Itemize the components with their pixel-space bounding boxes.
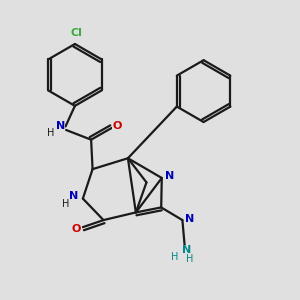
- Text: H: H: [171, 252, 178, 262]
- Text: N: N: [164, 171, 174, 181]
- Text: Cl: Cl: [70, 28, 82, 38]
- Text: H: H: [47, 128, 55, 138]
- Text: N: N: [185, 214, 194, 224]
- Text: N: N: [69, 191, 79, 201]
- Text: N: N: [56, 122, 65, 131]
- Text: H: H: [62, 199, 70, 209]
- Text: O: O: [112, 122, 122, 131]
- Text: H: H: [186, 254, 194, 264]
- Text: N: N: [182, 245, 191, 255]
- Text: O: O: [72, 224, 81, 235]
